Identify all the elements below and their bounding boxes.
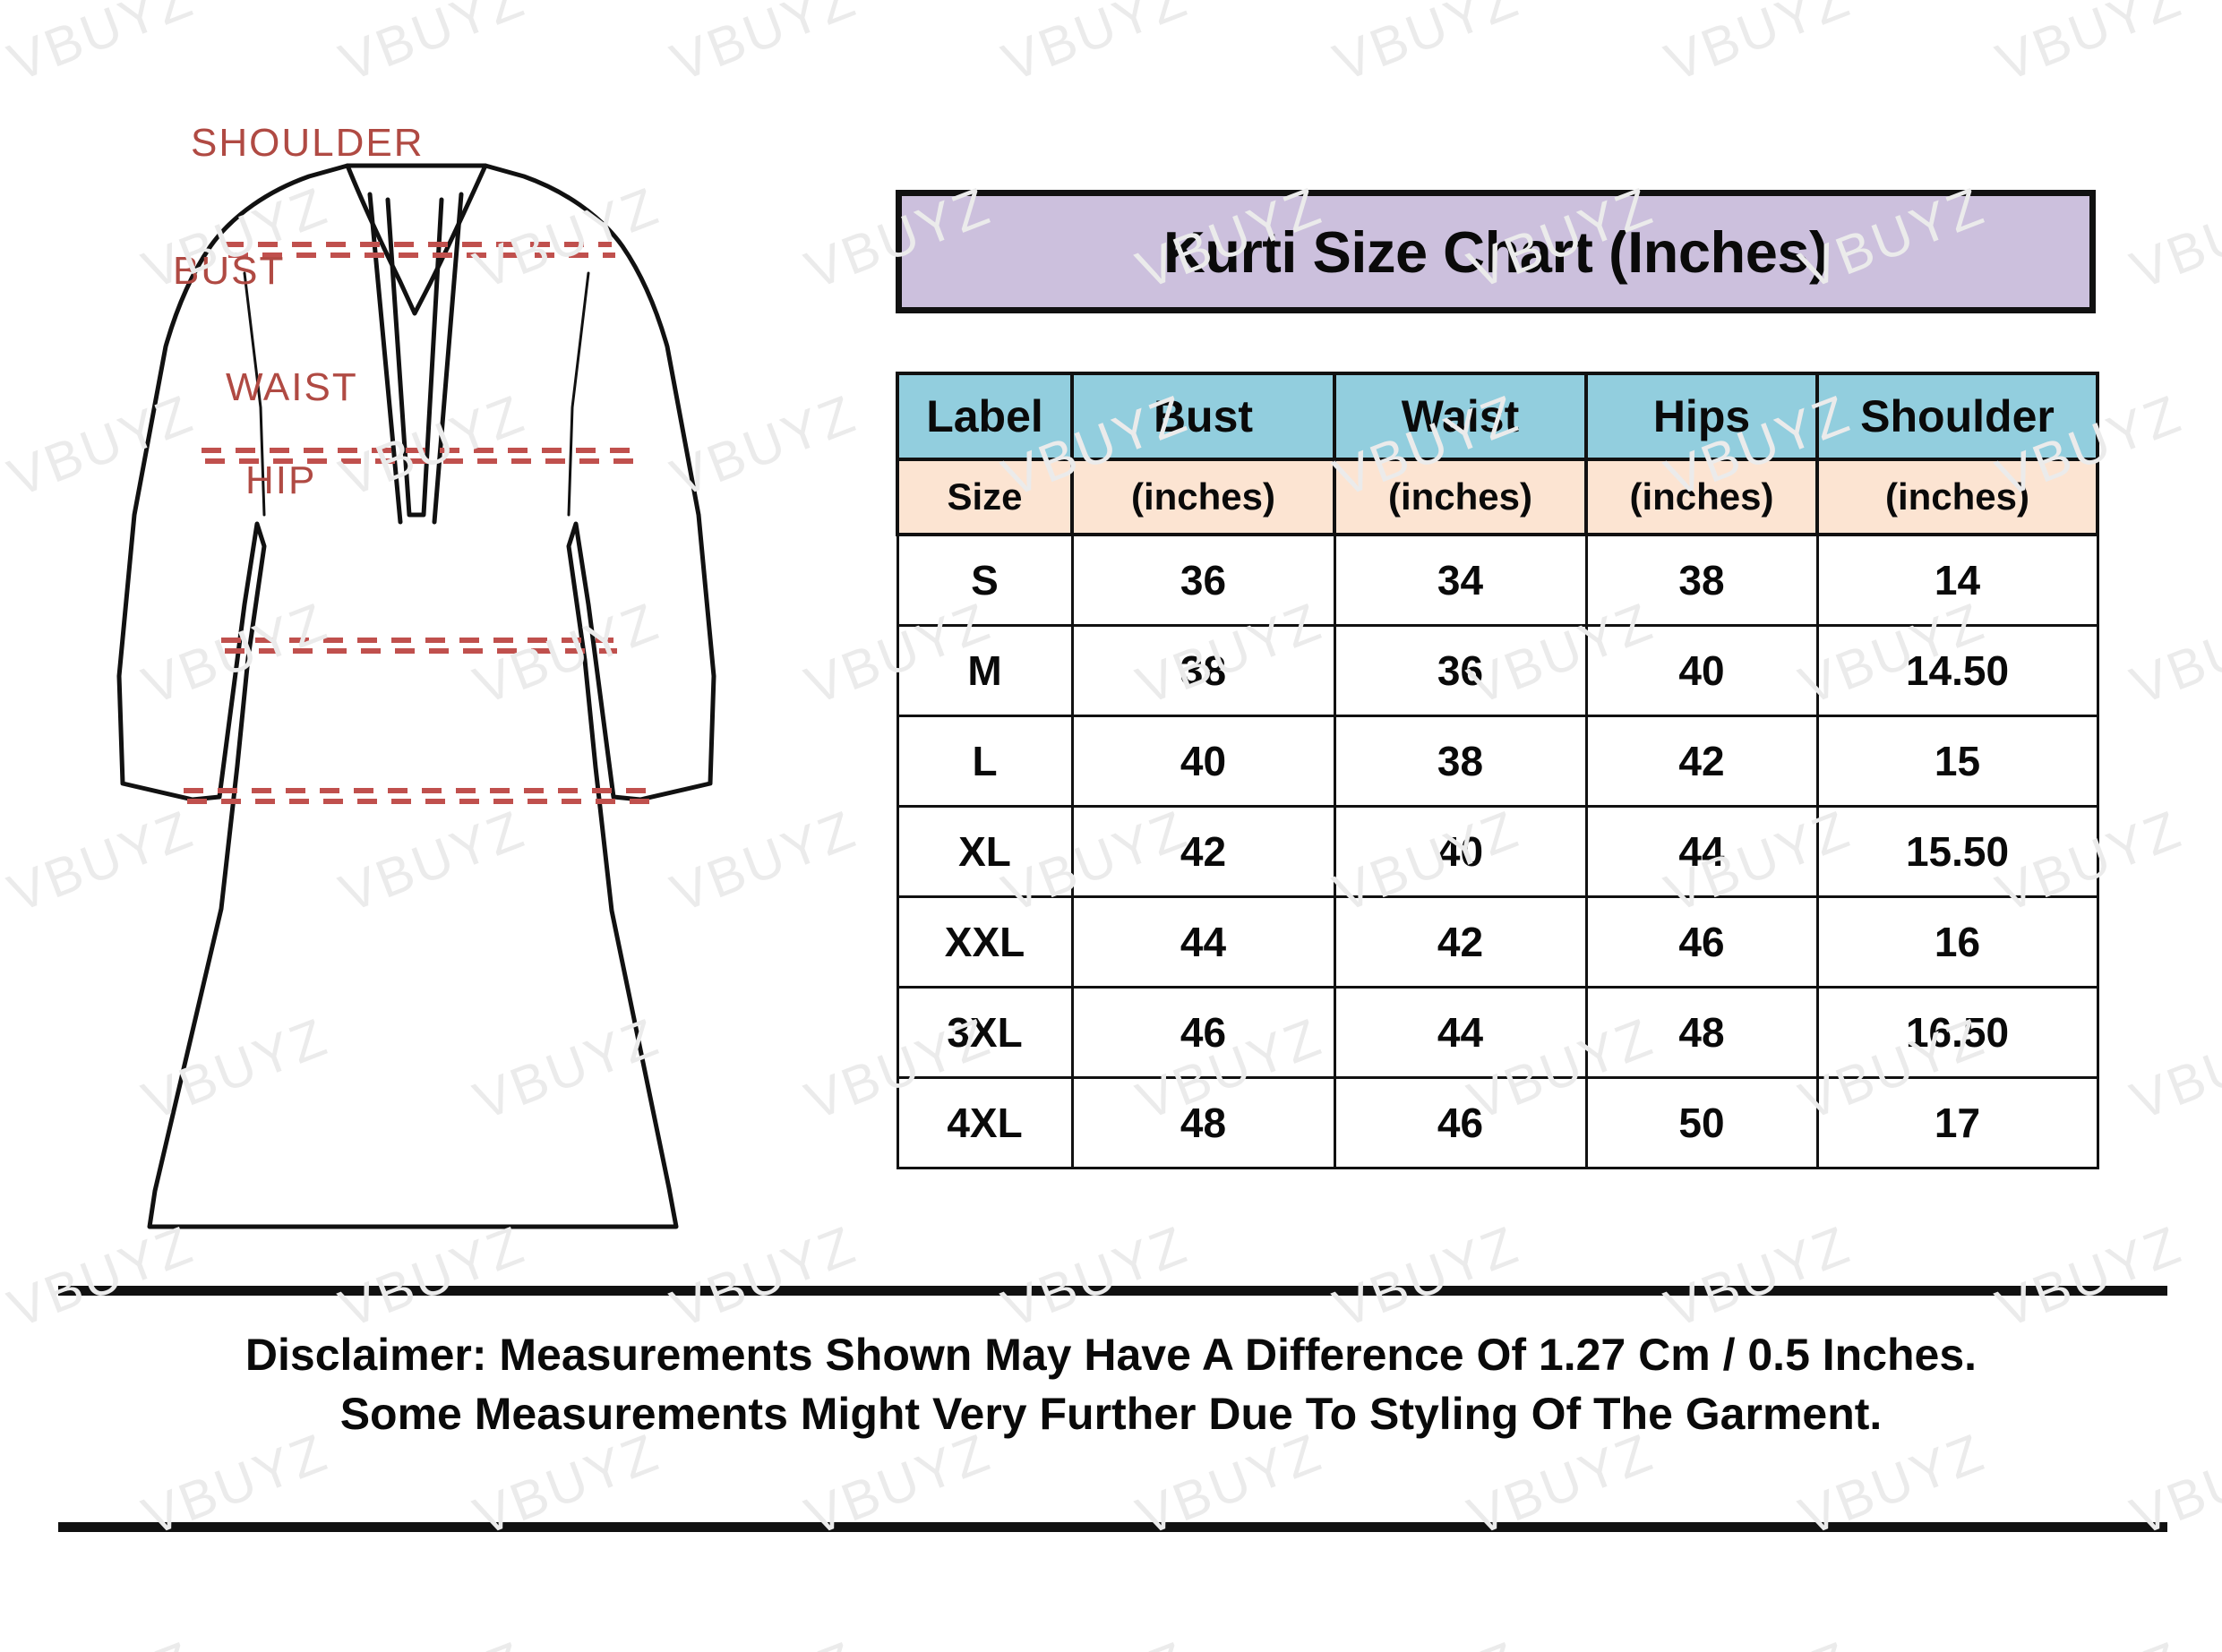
cell-bust: 38: [1070, 624, 1336, 717]
table-row: S 36 34 38 14: [896, 533, 2099, 627]
cell-bust: 36: [1070, 533, 1336, 627]
disclaimer-block: Disclaimer: Measurements Shown May Have …: [0, 1325, 2222, 1443]
cell-shoulder: 16.50: [1815, 986, 2099, 1079]
watermark-text: VBUYZ: [1657, 0, 1859, 93]
cell-hips: 38: [1584, 533, 1819, 627]
disclaimer-line-2: Some Measurements Might Very Further Due…: [339, 1389, 1883, 1439]
watermark-text: VBUYZ: [1325, 1629, 1527, 1652]
column-header-bust: Bust: [1070, 372, 1336, 461]
watermark-text: VBUYZ: [1988, 0, 2191, 93]
kurti-illustration: [85, 139, 739, 1263]
cell-bust: 44: [1070, 895, 1336, 989]
cell-hips: 50: [1584, 1076, 1819, 1169]
unit-header-waist: (inches): [1333, 458, 1588, 536]
cell-waist: 44: [1333, 986, 1588, 1079]
watermark-text: VBUYZ: [994, 1629, 1196, 1652]
cell-hips: 40: [1584, 624, 1819, 717]
unit-header-hips: (inches): [1584, 458, 1819, 536]
watermark-text: VBUYZ: [1657, 1213, 1859, 1340]
watermark-text: VBUYZ: [994, 0, 1197, 93]
cell-size-label: L: [896, 715, 1074, 808]
cell-size-label: 3XL: [896, 986, 1074, 1079]
measurement-label-hip: HIP: [245, 458, 317, 502]
cell-waist: 42: [1333, 895, 1588, 989]
cell-size-label: S: [896, 533, 1074, 627]
cell-waist: 46: [1333, 1076, 1588, 1169]
cell-bust: 46: [1070, 986, 1336, 1079]
watermark-text: VBUYZ: [0, 175, 5, 301]
watermark-text: VBUYZ: [0, 1629, 202, 1652]
watermark-text: VBUYZ: [331, 0, 534, 93]
column-header-shoulder: Shoulder: [1815, 372, 2099, 461]
divider-bottom: [58, 1522, 2167, 1532]
cell-shoulder: 14: [1815, 533, 2099, 627]
cell-waist: 34: [1333, 533, 1588, 627]
cell-size-label: XL: [896, 805, 1074, 898]
cell-bust: 42: [1070, 805, 1336, 898]
unit-header-shoulder: (inches): [1815, 458, 2099, 536]
cell-size-label: 4XL: [896, 1076, 1074, 1169]
unit-header-bust: (inches): [1070, 458, 1336, 536]
measurement-label-shoulder: SHOULDER: [191, 121, 425, 165]
cell-bust: 40: [1070, 715, 1336, 808]
measurement-label-bust: BUST: [173, 249, 286, 293]
watermark-text: VBUYZ: [331, 1629, 533, 1652]
size-chart-table: Label Bust Waist Hips Shoulder Size (inc…: [896, 372, 2099, 1169]
watermark-text: VBUYZ: [1657, 1629, 1858, 1652]
cell-shoulder: 14.50: [1815, 624, 2099, 717]
disclaimer-line-1: Disclaimer: Measurements Shown May Have …: [245, 1330, 1977, 1380]
watermark-text: VBUYZ: [1325, 0, 1528, 93]
table-row: 3XL 46 44 48 16.50: [896, 986, 2099, 1079]
measurement-label-waist: WAIST: [226, 365, 358, 409]
cell-waist: 40: [1333, 805, 1588, 898]
table-row: XL 42 40 44 15.50: [896, 805, 2099, 898]
cell-waist: 36: [1333, 624, 1588, 717]
header-row-units: Size (inches) (inches) (inches) (inches): [896, 458, 2099, 536]
table-body: S 36 34 38 14 M 38 36 40 14.50 L 40 38: [896, 533, 2099, 1169]
watermark-text: VBUYZ: [1988, 1213, 2191, 1340]
watermark-text: VBUYZ: [0, 1006, 5, 1132]
watermark-text: VBUYZ: [2123, 175, 2222, 301]
page-title: Kurti Size Chart (Inches): [1162, 218, 1829, 285]
watermark-text: VBUYZ: [2123, 1006, 2222, 1132]
column-header-hips: Hips: [1584, 372, 1819, 461]
cell-hips: 42: [1584, 715, 1819, 808]
cell-hips: 46: [1584, 895, 1819, 989]
table-row: XXL 44 42 46 16: [896, 895, 2099, 989]
watermark-text: VBUYZ: [2123, 590, 2222, 716]
divider-top: [58, 1286, 2167, 1296]
table-row: 4XL 48 46 50 17: [896, 1076, 2099, 1169]
watermark-text: VBUYZ: [663, 1629, 864, 1652]
watermark-text: VBUYZ: [1325, 1213, 1528, 1340]
watermark-text: VBUYZ: [0, 590, 5, 716]
size-table-container: Label Bust Waist Hips Shoulder Size (inc…: [896, 372, 2099, 1169]
cell-hips: 44: [1584, 805, 1819, 898]
column-header-label: Label: [896, 372, 1074, 461]
cell-shoulder: 15: [1815, 715, 2099, 808]
chart-title-bar: Kurti Size Chart (Inches): [896, 190, 2096, 313]
column-header-waist: Waist: [1333, 372, 1588, 461]
cell-shoulder: 15.50: [1815, 805, 2099, 898]
cell-shoulder: 17: [1815, 1076, 2099, 1169]
watermark-text: VBUYZ: [0, 0, 202, 93]
cell-shoulder: 16: [1815, 895, 2099, 989]
unit-header-size: Size: [896, 458, 1074, 536]
header-row-main: Label Bust Waist Hips Shoulder: [896, 372, 2099, 461]
cell-size-label: M: [896, 624, 1074, 717]
watermark-text: VBUYZ: [994, 1213, 1197, 1340]
table-row: M 38 36 40 14.50: [896, 624, 2099, 717]
cell-hips: 48: [1584, 986, 1819, 1079]
table-row: L 40 38 42 15: [896, 715, 2099, 808]
cell-bust: 48: [1070, 1076, 1336, 1169]
cell-waist: 38: [1333, 715, 1588, 808]
cell-size-label: XXL: [896, 895, 1074, 989]
watermark-text: VBUYZ: [1988, 1629, 2190, 1652]
table-header: Label Bust Waist Hips Shoulder Size (inc…: [896, 372, 2099, 536]
watermark-text: VBUYZ: [663, 0, 865, 93]
